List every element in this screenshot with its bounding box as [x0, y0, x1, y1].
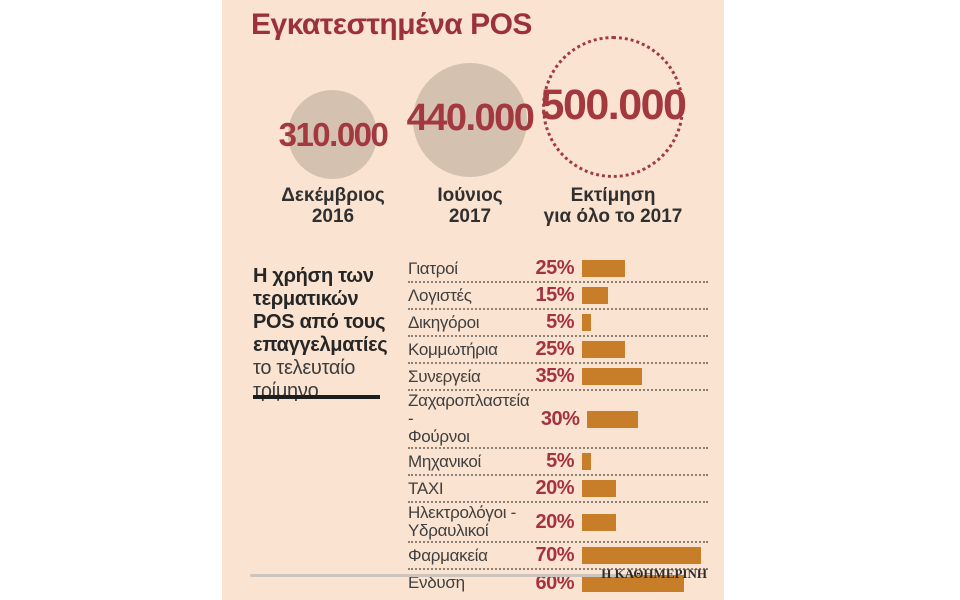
category-label: Ενδυση [408, 573, 465, 592]
bar [582, 341, 625, 358]
bubble-value-jun-2017: 440.000 [406, 97, 535, 139]
category-label: TAXI [408, 478, 444, 498]
bar [587, 410, 639, 428]
chart-row: Φαρμακεία 70% [408, 543, 708, 570]
category-label: Κομμωτήρια [408, 339, 498, 359]
bubble-jun-2017 [413, 63, 527, 177]
chart-note-bold: Η χρήση των τερματικών POS από τους επαγ… [253, 265, 388, 356]
percent-value: 25% [535, 257, 574, 279]
category-label: Ζαχαροπλαστεία - Φούρνοι [408, 391, 530, 446]
percent-value: 20% [535, 477, 574, 499]
page-title: Εγκατεστημένα POS [251, 8, 532, 41]
percent-value: 20% [535, 510, 574, 533]
category-label: Λογιστές [408, 285, 472, 305]
bubble-label-dec-2016: Δεκέμβριος 2016 [281, 185, 385, 227]
percent-value: 30% [540, 407, 580, 430]
bar [582, 287, 608, 304]
category-label: Φαρμακεία [408, 545, 488, 565]
percent-value: 15% [535, 284, 574, 306]
category-label: Ηλεκτρολόγοι - Υδραυλικοί [408, 503, 516, 540]
bubble-estimate-2017-dotted [542, 36, 684, 178]
chart-row: Συνεργεία 35% [408, 364, 708, 391]
source-credit: Η ΚΑΘΗΜΕΡΙΝΗ [601, 566, 707, 581]
bubble-value-dec-2016: 310.000 [278, 116, 389, 153]
chart-row: Ηλεκτρολόγοι - Υδραυλικοί 20% [408, 503, 708, 543]
category-label: Μηχανικοί [408, 451, 482, 471]
bar [582, 547, 701, 564]
percent-value: 5% [546, 311, 574, 333]
footer-rule [250, 574, 630, 577]
bar [582, 260, 625, 277]
chart-row: Ζαχαροπλαστεία - Φούρνοι 30% [408, 391, 708, 449]
category-label: Συνεργεία [408, 366, 481, 386]
chart-row: TAXI 20% [408, 476, 708, 503]
percent-value: 5% [546, 450, 574, 472]
chart-row: Μηχανικοί 5% [408, 449, 708, 476]
bar [582, 453, 591, 470]
chart-row: Κομμωτήρια 25% [408, 337, 708, 364]
bubble-value-estimate-2017: 500.000 [540, 81, 687, 129]
percent-value: 25% [535, 338, 574, 360]
bar [582, 513, 616, 531]
note-divider-rule [253, 395, 380, 399]
category-label: Δικηγόροι [408, 312, 480, 332]
bar [582, 314, 591, 331]
bar-chart: Γιατροί 25% Λογιστές 15% Δικηγόροι 5% Κομμωτήρ… [408, 256, 708, 596]
bubble-dec-2016 [288, 90, 377, 179]
category-label: Γιατροί [408, 258, 458, 278]
chart-row: Δικηγόροι 5% [408, 310, 708, 337]
bubble-label-estimate-2017: Εκτίμηση για όλο το 2017 [543, 185, 683, 227]
bubble-label-jun-2017: Ιούνιος 2017 [437, 185, 503, 227]
bar [582, 368, 642, 385]
percent-value: 60% [535, 571, 574, 594]
bar [582, 480, 616, 497]
chart-row: Ενδυση 60% [408, 570, 708, 596]
chart-row: Λογιστές 15% [408, 283, 708, 310]
percent-value: 70% [535, 544, 574, 566]
bar [582, 574, 684, 592]
infographic-canvas: Εγκατεστημένα POS 310.000 440.000 500.00… [222, 0, 724, 600]
chart-note: Η χρήση των τερματικών POS από τους επαγ… [253, 265, 418, 403]
percent-value: 35% [535, 365, 574, 387]
chart-row: Γιατροί 25% [408, 256, 708, 283]
